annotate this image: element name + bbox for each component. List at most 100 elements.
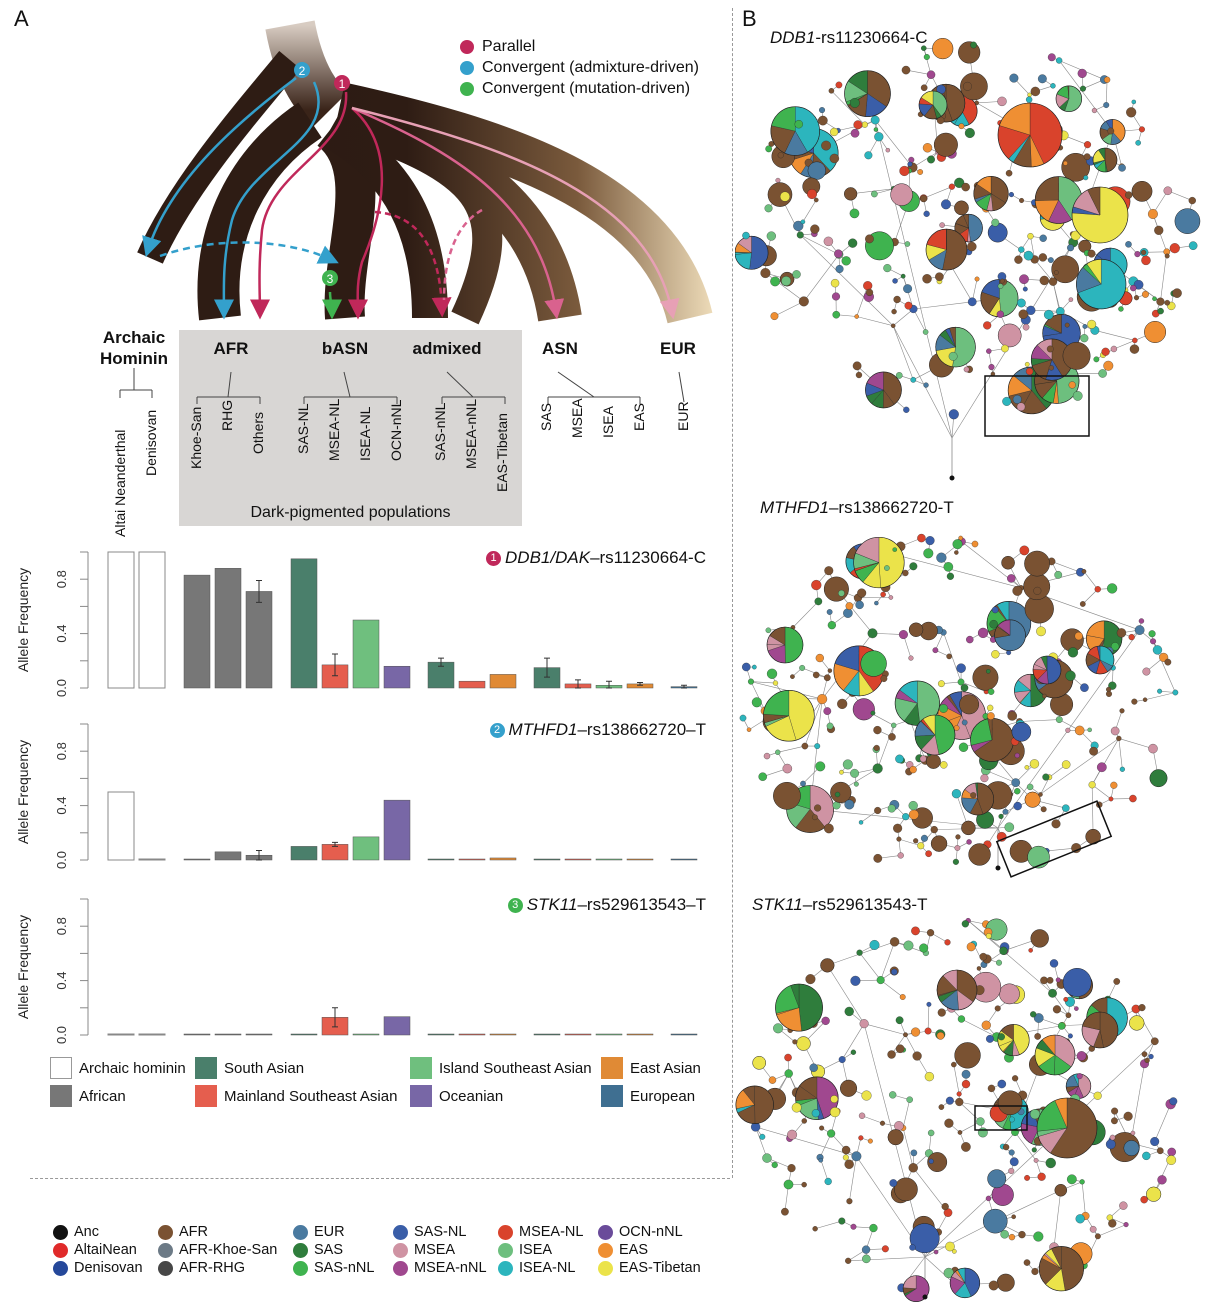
haplotype-node <box>829 153 840 164</box>
haplotype-node <box>1018 1230 1026 1239</box>
haplotype-node <box>1068 297 1074 302</box>
haplotype-node <box>900 273 906 279</box>
haplotype-node <box>1125 191 1133 199</box>
haplotype-node <box>874 600 879 606</box>
haplotype-node <box>936 552 947 563</box>
pie-outline <box>902 1275 930 1303</box>
error-bar <box>575 679 581 689</box>
haplotype-node <box>1023 1259 1031 1266</box>
haplotype-node <box>941 199 951 210</box>
haplotype-node <box>1052 1005 1061 1014</box>
pie-slice <box>968 213 983 242</box>
haplotype-node <box>927 1152 948 1172</box>
network-edge <box>913 308 926 333</box>
gene-name: MTHFD1 <box>760 498 829 517</box>
haplotype-node <box>1080 334 1089 343</box>
haplotype-node <box>1054 1183 1068 1197</box>
bar-chart-3: 0.0 0.4 0.8 Allele Frequency <box>15 898 698 1044</box>
mechanism-badge-mutation: 3 <box>322 270 338 286</box>
group-archaic: Archaic Hominin <box>100 328 168 368</box>
y-tick-label: 0.0 <box>54 851 69 869</box>
haplotype-node <box>1140 1195 1148 1204</box>
haplotype-node <box>777 152 784 159</box>
haplotype-node <box>851 1151 862 1162</box>
legend-dot-icon <box>498 1224 513 1240</box>
haplotype-legend-item: ISEA <box>498 1242 552 1258</box>
haplotype-node <box>856 949 863 956</box>
haplotype-node <box>1105 1139 1116 1150</box>
haplotype-node <box>801 1181 807 1188</box>
haplotype-node <box>814 804 822 812</box>
haplotype-node <box>835 81 843 89</box>
haplotype-node <box>1074 631 1083 641</box>
network-edge <box>1094 330 1135 341</box>
haplotype-node <box>1002 396 1012 406</box>
haplotype-network <box>739 533 1179 878</box>
bar-chart-1: 0.0 0.4 0.8 Allele Frequency <box>15 551 698 697</box>
haplotype-node <box>996 1273 1015 1292</box>
haplotype-node <box>1080 85 1086 92</box>
haplotype-node <box>930 835 948 852</box>
haplotype-node <box>1135 140 1141 146</box>
y-tick-label: 0.4 <box>54 625 69 643</box>
pie-outline <box>954 213 983 243</box>
haplotype-legend-item: MSEA <box>393 1242 455 1258</box>
pie-outline <box>914 714 956 756</box>
error-bar <box>332 653 338 677</box>
haplotype-legend-item: AFR-RHG <box>158 1260 245 1276</box>
haplotype-node <box>1138 618 1145 624</box>
haplotype-node <box>908 800 918 811</box>
error-bar <box>681 684 687 689</box>
haplotype-node <box>815 653 824 663</box>
network-edge <box>874 119 913 168</box>
haplotype-node <box>821 140 831 151</box>
haplotype-node <box>1019 274 1029 285</box>
population-label: MSEA-NL <box>326 398 342 462</box>
pie-outline <box>949 1267 981 1299</box>
haplotype-node <box>861 1090 872 1101</box>
haplotype-node <box>873 744 880 752</box>
bar-others <box>245 591 273 689</box>
network-edge <box>856 316 894 327</box>
haplotype-node <box>830 127 839 137</box>
haplotype-node <box>1132 337 1138 344</box>
bar-legend-item: South Asian <box>195 1057 304 1079</box>
haplotype-node <box>932 38 954 60</box>
haplotype-node <box>894 1177 918 1202</box>
y-tick-label: 0.4 <box>54 972 69 990</box>
population-tree-diagram: 2 1 3 <box>137 19 713 325</box>
haplotype-node <box>966 635 974 644</box>
haplotype-node <box>821 1016 830 1025</box>
haplotype-node <box>997 1079 1007 1089</box>
haplotype-node <box>890 323 896 329</box>
panel-b-label: B <box>742 6 757 31</box>
bar-isea <box>595 858 623 861</box>
haplotype-node <box>850 1223 857 1230</box>
network-edge <box>831 90 866 125</box>
haplotype-node <box>770 276 780 287</box>
haplotype-node <box>798 296 809 307</box>
legend-label: OCN-nNL <box>619 1224 683 1240</box>
network-edge <box>913 301 973 310</box>
network-title-stk11: STK11–rs529613543-T <box>752 895 927 915</box>
legend-dot-icon <box>158 1260 173 1276</box>
haplotype-node <box>981 1020 991 1030</box>
legend-swatch-icon <box>601 1085 623 1107</box>
network-edge <box>1091 784 1094 837</box>
haplotype-node <box>1107 127 1115 135</box>
haplotype-node <box>940 761 948 769</box>
network-edge <box>1118 738 1123 770</box>
network-edge <box>967 920 1053 994</box>
haplotype-node <box>1031 1267 1039 1276</box>
legend-label: ISEA <box>519 1242 553 1258</box>
admixture-dot-icon <box>460 60 474 75</box>
haplotype-node <box>1123 1222 1129 1228</box>
haplotype-node <box>1123 1140 1140 1157</box>
legend-dot-icon <box>158 1224 173 1240</box>
haplotype-node <box>1065 1012 1072 1019</box>
haplotype-node <box>991 650 1000 659</box>
haplotype-node <box>867 1138 873 1144</box>
haplotype-node <box>853 781 859 787</box>
haplotype-node <box>1125 241 1132 248</box>
pie-slice <box>735 252 752 270</box>
